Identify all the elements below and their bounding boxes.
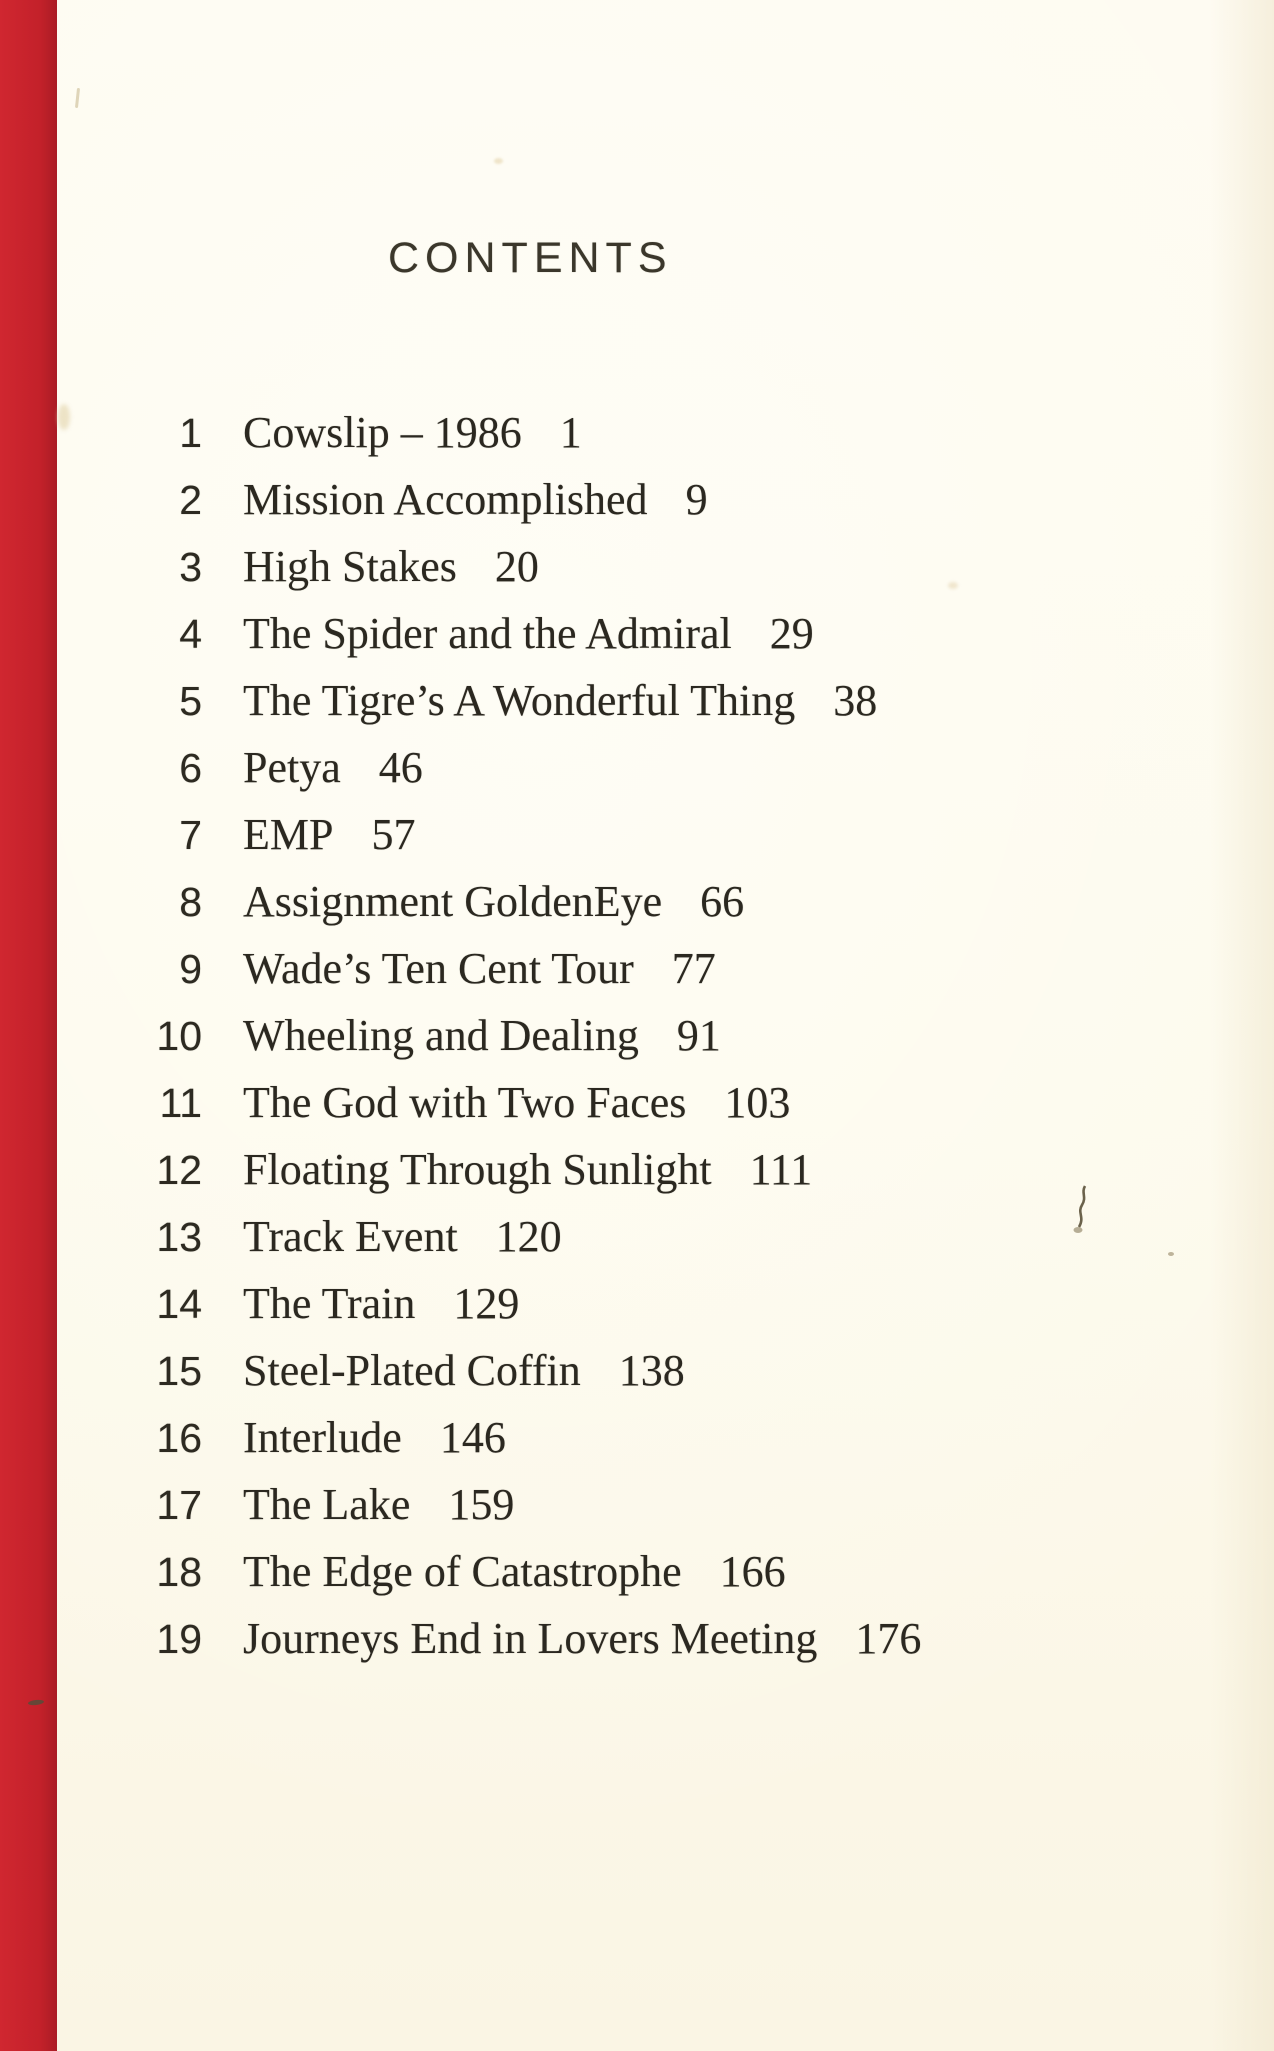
toc-entry: 12 Floating Through Sunlight 111 <box>118 1136 921 1203</box>
chapter-title: Interlude <box>243 1413 402 1462</box>
toc-entry: 15 Steel-Plated Coffin 138 <box>118 1337 921 1404</box>
chapter-page-number: 129 <box>453 1279 520 1328</box>
chapter-number: 17 <box>156 1482 202 1528</box>
chapter-title: The Train <box>243 1279 416 1328</box>
paper-fiber-mark <box>74 87 81 109</box>
chapter-number: 1 <box>179 410 202 456</box>
toc-entry: 6 Petya 46 <box>118 734 921 801</box>
chapter-page-number: 38 <box>833 676 878 725</box>
toc-entry: 17 The Lake 159 <box>118 1471 921 1538</box>
chapter-number: 6 <box>179 745 202 791</box>
chapter-number: 13 <box>156 1214 202 1260</box>
chapter-title: Steel-Plated Coffin <box>243 1346 581 1395</box>
chapter-title: Wheeling and Dealing <box>243 1011 639 1060</box>
toc-entry: 14 The Train 129 <box>118 1270 921 1337</box>
chapter-page-number: 176 <box>855 1614 922 1663</box>
chapter-title: Assignment GoldenEye <box>243 877 663 926</box>
chapter-title: The Spider and the Admiral <box>243 609 732 658</box>
chapter-title: Petya <box>243 743 341 792</box>
paper-fleck <box>494 158 503 164</box>
toc-list: 1 Cowslip – 1986 1 2 Mission Accomplishe… <box>118 399 921 1672</box>
toc-entry: 13 Track Event 120 <box>118 1203 921 1270</box>
chapter-page-number: 146 <box>439 1413 506 1462</box>
chapter-title: Floating Through Sunlight <box>243 1145 712 1194</box>
chapter-title: High Stakes <box>243 542 457 591</box>
chapter-number: 15 <box>156 1348 202 1394</box>
chapter-number: 7 <box>179 812 202 858</box>
chapter-page-number: 138 <box>618 1346 685 1395</box>
red-cover-edge-strip <box>0 0 57 2051</box>
chapter-page-number: 29 <box>769 609 814 658</box>
chapter-page-number: 91 <box>676 1011 721 1060</box>
chapter-title: Cowslip – 1986 <box>243 408 522 457</box>
chapter-number: 4 <box>179 611 202 657</box>
ink-dot-mark <box>1168 1252 1174 1256</box>
chapter-number: 18 <box>156 1549 202 1595</box>
chapter-title: Journeys End in Lovers Meeting <box>243 1614 818 1663</box>
chapter-number: 11 <box>159 1080 202 1126</box>
toc-entry: 2 Mission Accomplished 9 <box>118 466 921 533</box>
chapter-number: 12 <box>156 1147 202 1193</box>
chapter-page-number: 111 <box>749 1145 813 1194</box>
chapter-page-number: 20 <box>494 542 539 591</box>
chapter-number: 3 <box>179 544 202 590</box>
chapter-page-number: 46 <box>378 743 423 792</box>
toc-entry: 10 Wheeling and Dealing 91 <box>118 1002 921 1069</box>
chapter-title: Wade’s Ten Cent Tour <box>243 944 634 993</box>
chapter-number: 8 <box>179 879 202 925</box>
chapter-number: 16 <box>156 1415 202 1461</box>
chapter-page-number: 9 <box>685 475 708 524</box>
chapter-page-number: 57 <box>371 810 416 859</box>
paper-fleck <box>948 582 958 589</box>
contents-heading: CONTENTS <box>388 234 673 282</box>
chapter-title: Track Event <box>243 1212 458 1261</box>
chapter-number: 10 <box>156 1013 202 1059</box>
chapter-number: 5 <box>179 678 202 724</box>
chapter-number: 9 <box>179 946 202 992</box>
toc-entry: 8 Assignment GoldenEye 66 <box>118 868 921 935</box>
chapter-page-number: 1 <box>559 408 582 457</box>
chapter-title: The Edge of Catastrophe <box>243 1547 682 1596</box>
ink-squiggle-mark <box>1073 1185 1087 1233</box>
chapter-page-number: 159 <box>448 1480 515 1529</box>
chapter-title: EMP <box>243 810 334 859</box>
toc-entry: 4 The Spider and the Admiral 29 <box>118 600 921 667</box>
paper-fleck <box>58 404 70 430</box>
toc-entry: 7 EMP 57 <box>118 801 921 868</box>
toc-entry: 5 The Tigre’s A Wonderful Thing 38 <box>118 667 921 734</box>
toc-entry: 16 Interlude 146 <box>118 1404 921 1471</box>
chapter-title: The Lake <box>243 1480 411 1529</box>
toc-entry: 11 The God with Two Faces 103 <box>118 1069 921 1136</box>
chapter-number: 19 <box>156 1616 202 1662</box>
chapter-page-number: 120 <box>495 1212 562 1261</box>
chapter-number: 14 <box>156 1281 202 1327</box>
chapter-page-number: 66 <box>700 877 745 926</box>
chapter-page-number: 166 <box>719 1547 786 1596</box>
toc-entry: 1 Cowslip – 1986 1 <box>118 399 921 466</box>
chapter-title: The God with Two Faces <box>243 1078 687 1127</box>
toc-entry: 3 High Stakes 20 <box>118 533 921 600</box>
chapter-page-number: 103 <box>724 1078 791 1127</box>
chapter-title: The Tigre’s A Wonderful Thing <box>243 676 796 725</box>
toc-entry: 19 Journeys End in Lovers Meeting 176 <box>118 1605 921 1672</box>
toc-entry: 18 The Edge of Catastrophe 166 <box>118 1538 921 1605</box>
chapter-title: Mission Accomplished <box>243 475 648 524</box>
toc-entry: 9 Wade’s Ten Cent Tour 77 <box>118 935 921 1002</box>
chapter-page-number: 77 <box>671 944 716 993</box>
chapter-number: 2 <box>179 477 202 523</box>
